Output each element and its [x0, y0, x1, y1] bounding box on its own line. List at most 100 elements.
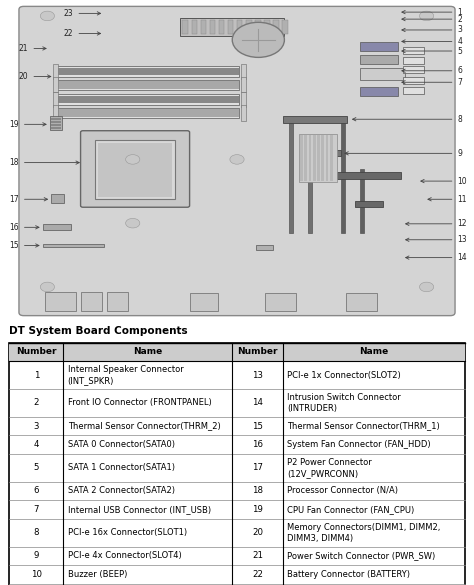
Text: Front IO Connector (FRONTPANEL): Front IO Connector (FRONTPANEL)	[68, 398, 211, 407]
Text: 8: 8	[353, 115, 462, 124]
Bar	[346, 293, 377, 311]
Bar	[360, 169, 364, 233]
Text: Number: Number	[237, 347, 278, 356]
Bar	[355, 201, 383, 207]
Bar	[43, 244, 104, 247]
Bar	[360, 68, 405, 80]
Bar	[53, 77, 58, 92]
Bar	[191, 20, 197, 35]
Text: PCI-e 16x Connector(SLOT1): PCI-e 16x Connector(SLOT1)	[68, 528, 187, 537]
Bar	[51, 127, 61, 129]
Bar	[403, 66, 424, 73]
Bar	[55, 80, 239, 90]
Text: Internal Speaker Connector
(INT_SPKR): Internal Speaker Connector (INT_SPKR)	[68, 365, 183, 385]
Bar	[81, 292, 102, 311]
Text: 6: 6	[402, 66, 462, 75]
Bar	[273, 20, 279, 35]
Bar	[309, 135, 311, 181]
Bar	[241, 105, 246, 121]
Text: DT System Board Components: DT System Board Components	[9, 326, 188, 336]
Text: 19: 19	[9, 120, 46, 129]
Bar	[330, 135, 333, 181]
Bar	[53, 92, 58, 107]
Text: Number: Number	[16, 347, 56, 356]
Text: 2: 2	[34, 398, 39, 407]
Bar	[53, 64, 58, 79]
Text: 1: 1	[34, 371, 39, 380]
Text: 21: 21	[19, 44, 46, 53]
Text: 15: 15	[252, 422, 263, 431]
Text: 13: 13	[406, 235, 467, 245]
Text: 21: 21	[252, 551, 263, 560]
Bar	[55, 81, 239, 89]
Bar	[264, 20, 270, 35]
Text: P2 Power Connector
(12V_PWRCONN): P2 Power Connector (12V_PWRCONN)	[287, 457, 372, 478]
Text: 2: 2	[402, 15, 462, 23]
Bar	[55, 94, 239, 105]
Bar	[321, 135, 324, 181]
Bar	[51, 194, 64, 204]
Bar	[107, 292, 128, 311]
Bar	[55, 109, 239, 116]
Bar	[53, 105, 58, 121]
Bar	[308, 143, 312, 233]
Text: 3: 3	[402, 26, 462, 35]
Bar	[360, 42, 398, 51]
Bar	[241, 77, 246, 92]
Text: 11: 11	[428, 195, 467, 204]
Bar	[341, 118, 345, 233]
Bar	[326, 135, 328, 181]
Bar	[51, 124, 61, 126]
Bar	[98, 143, 172, 197]
Circle shape	[419, 11, 434, 20]
Text: SATA 0 Connector(SATA0): SATA 0 Connector(SATA0)	[68, 440, 175, 449]
Text: SATA 1 Connector(SATA1): SATA 1 Connector(SATA1)	[68, 463, 175, 472]
Text: 20: 20	[252, 528, 263, 537]
Text: 8: 8	[34, 528, 39, 537]
Text: 4: 4	[402, 37, 462, 46]
Bar	[9, 343, 465, 361]
Text: 12: 12	[406, 219, 467, 228]
Bar	[55, 108, 239, 118]
Text: Thermal Sensor Connector(THRM_2): Thermal Sensor Connector(THRM_2)	[68, 422, 220, 431]
Text: PCI-e 4x Connector(SLOT4): PCI-e 4x Connector(SLOT4)	[68, 551, 182, 560]
Bar	[265, 293, 296, 311]
Text: Thermal Sensor Connector(THRM_1): Thermal Sensor Connector(THRM_1)	[287, 422, 440, 431]
Bar	[55, 66, 239, 77]
Text: Name: Name	[359, 347, 388, 356]
Text: 17: 17	[252, 463, 263, 472]
Text: 7: 7	[402, 78, 462, 87]
Bar	[255, 20, 261, 35]
Text: 10: 10	[31, 570, 42, 579]
Text: 16: 16	[252, 440, 263, 449]
Text: 18: 18	[9, 158, 79, 167]
Bar	[237, 20, 243, 35]
Text: 14: 14	[406, 253, 467, 262]
Bar	[299, 134, 337, 182]
Bar	[55, 68, 239, 75]
Bar	[304, 135, 307, 181]
Bar	[182, 20, 188, 35]
Text: Intrusion Switch Connector
(INTRUDER): Intrusion Switch Connector (INTRUDER)	[287, 393, 401, 413]
Text: PCI-e 1x Connector(SLOT2): PCI-e 1x Connector(SLOT2)	[287, 371, 401, 380]
Text: SATA 2 Connector(SATA2): SATA 2 Connector(SATA2)	[68, 487, 175, 495]
Circle shape	[126, 154, 140, 164]
Bar	[180, 18, 284, 36]
FancyBboxPatch shape	[81, 130, 190, 207]
Bar	[45, 292, 76, 311]
FancyBboxPatch shape	[19, 6, 455, 316]
Text: 13: 13	[252, 371, 263, 380]
Text: 20: 20	[19, 72, 51, 81]
Text: 19: 19	[252, 505, 263, 514]
Text: 16: 16	[9, 223, 39, 232]
Bar	[403, 77, 424, 84]
Bar	[51, 121, 61, 123]
Bar	[289, 118, 293, 233]
Bar	[50, 116, 62, 130]
Circle shape	[419, 282, 434, 292]
Bar	[246, 20, 252, 35]
Text: Battery Connector (BATTERY): Battery Connector (BATTERY)	[287, 570, 410, 579]
Text: CPU Fan Connector (FAN_CPU): CPU Fan Connector (FAN_CPU)	[287, 505, 414, 514]
Bar	[300, 135, 303, 181]
Text: Buzzer (BEEP): Buzzer (BEEP)	[68, 570, 127, 579]
